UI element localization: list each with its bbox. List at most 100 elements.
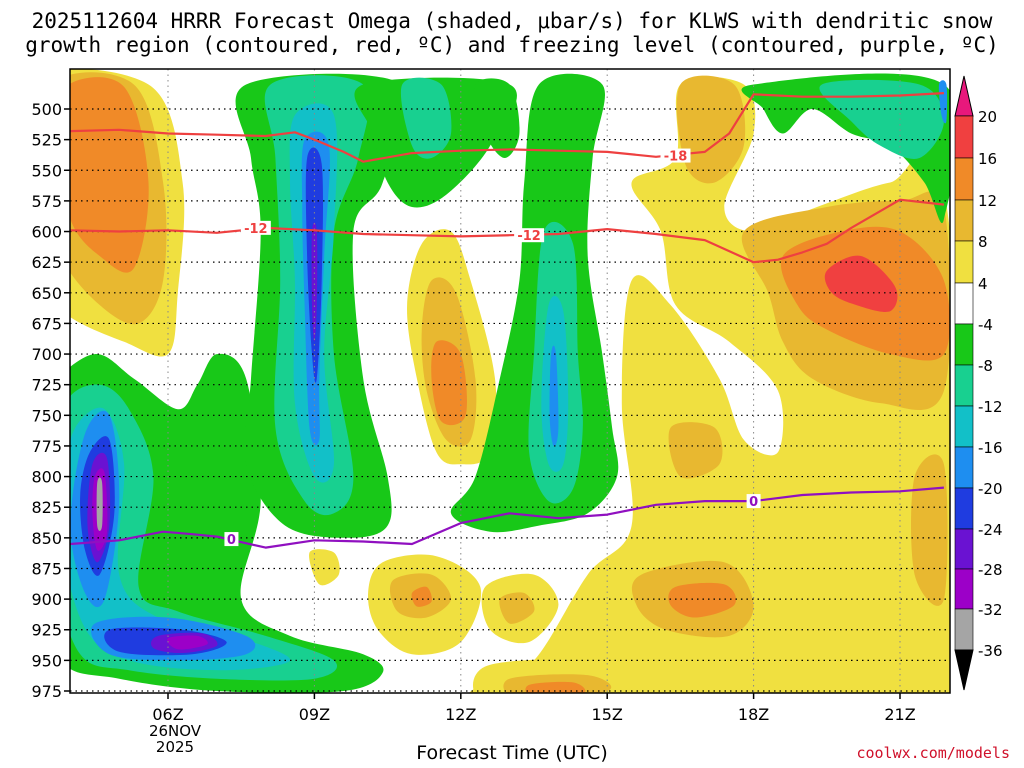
omega-pos-mid-small-8 bbox=[668, 422, 723, 479]
y-tick-label-625: 625 bbox=[31, 253, 62, 272]
y-tick-label-900: 900 bbox=[31, 590, 62, 609]
colorbar-label--32: -32 bbox=[978, 601, 1003, 619]
omega-pos-bottom-12 bbox=[525, 681, 586, 693]
colorbar-label-16: 16 bbox=[978, 150, 997, 168]
omega-neg-left-12 bbox=[70, 407, 291, 671]
y-tick-label-825: 825 bbox=[31, 498, 62, 517]
colorbar-label--24: -24 bbox=[978, 521, 1003, 539]
colorbar-segment bbox=[954, 487, 974, 530]
omega-neg-11z-aloft-8 bbox=[400, 77, 452, 159]
x-axis-title: Forecast Time (UTC) bbox=[416, 742, 608, 764]
colorbar-segment bbox=[954, 240, 974, 284]
y-tick-label-750: 750 bbox=[31, 406, 62, 425]
y-tick-label-600: 600 bbox=[31, 223, 62, 242]
omega-pos-low-mid-12 bbox=[668, 582, 737, 618]
y-tick-label-675: 675 bbox=[31, 314, 62, 333]
colorbar-segment bbox=[954, 282, 974, 325]
x-date-label-year: 2025 bbox=[155, 738, 195, 756]
y-tick-label-850: 850 bbox=[31, 529, 62, 548]
omega-neg-14z-16 bbox=[549, 345, 559, 447]
colorbar-label--4: -4 bbox=[978, 316, 993, 334]
colorbar-segment bbox=[954, 157, 974, 201]
omega-shading bbox=[70, 69, 950, 693]
omega-pos-left-aloft-12 bbox=[70, 77, 149, 273]
colorbar-min-triangle bbox=[954, 649, 974, 691]
chart-title-line-1: 2025112604 HRRR Forecast Omega (shaded, … bbox=[31, 9, 993, 33]
colorbar-segment bbox=[954, 528, 974, 570]
y-tick-label-725: 725 bbox=[31, 376, 62, 395]
y-axis: 500 525 550 575 600 625 650 675 700 725 750 775 800 8… bbox=[31, 100, 70, 701]
y-tick-label-800: 800 bbox=[31, 468, 62, 487]
colorbar-label-8: 8 bbox=[978, 233, 988, 251]
colorbar-label--20: -20 bbox=[978, 480, 1003, 498]
colorbar-label-4: 4 bbox=[978, 275, 988, 293]
y-tick-label-775: 775 bbox=[31, 437, 62, 456]
contour-label--12: -12 bbox=[517, 229, 541, 244]
omega-pos-right-core-16 bbox=[824, 255, 898, 313]
colorbar-segment bbox=[954, 364, 974, 407]
contour-label-bg bbox=[240, 220, 271, 235]
plot-frame bbox=[69, 68, 951, 694]
chart-title-line-2: growth region (contoured, red, ºC) and f… bbox=[25, 33, 999, 57]
contour-0 bbox=[70, 486, 944, 549]
omega-neg-14z-top-4 bbox=[474, 78, 520, 158]
colorbar-segment bbox=[954, 199, 974, 242]
colorbar-max-triangle bbox=[954, 75, 974, 117]
colorbar-segment bbox=[954, 446, 974, 489]
y-tick-label-975: 975 bbox=[31, 682, 62, 701]
omega-neg-right-edge-16 bbox=[938, 80, 948, 124]
y-tick-label-575: 575 bbox=[31, 192, 62, 211]
colorbar-label--28: -28 bbox=[978, 561, 1003, 579]
contour-label-bg bbox=[224, 532, 239, 547]
y-tick-label-500: 500 bbox=[31, 100, 62, 119]
colorbar-label-20: 20 bbox=[978, 108, 997, 126]
y-tick-label-525: 525 bbox=[31, 131, 62, 150]
omega-pos-lower-right-8 bbox=[911, 454, 948, 606]
y-tick-label-875: 875 bbox=[31, 559, 62, 578]
x-tick-label-18Z: 18Z bbox=[738, 705, 769, 724]
colorbar-segment bbox=[954, 115, 974, 159]
omega-pos-center-12 bbox=[431, 340, 467, 426]
omega-neg-left-28b bbox=[167, 635, 208, 650]
omega-pos-right-mid-8 bbox=[676, 75, 746, 184]
x-tick-label-12Z: 12Z bbox=[445, 705, 476, 724]
y-tick-label-925: 925 bbox=[31, 621, 62, 640]
plot-grid bbox=[70, 69, 950, 693]
contour-label--18: -18 bbox=[664, 150, 688, 165]
colorbar-segment bbox=[954, 323, 974, 366]
credit-link[interactable]: coolwx.com/models bbox=[856, 744, 1010, 762]
contour-label-bg bbox=[514, 228, 545, 243]
x-axis: 06Z 09Z 12Z 15Z 18Z 21Z bbox=[152, 693, 916, 724]
colorbar-label--12: -12 bbox=[978, 398, 1003, 416]
y-tick-label-700: 700 bbox=[31, 345, 62, 364]
contour--18 bbox=[70, 92, 944, 163]
x-tick-label-09Z: 09Z bbox=[299, 705, 330, 724]
y-tick-label-550: 550 bbox=[31, 161, 62, 180]
colorbar-segment bbox=[954, 568, 974, 610]
y-tick-label-650: 650 bbox=[31, 284, 62, 303]
x-date-label-day: 26NOV bbox=[148, 722, 202, 740]
isotherm-contours: -18 -12 -12 0 0 bbox=[70, 92, 945, 549]
contour-label-bg bbox=[746, 494, 761, 509]
x-tick-label-06Z: 06Z bbox=[152, 705, 183, 724]
contour-label-0: 0 bbox=[749, 495, 758, 510]
colorbar-segment bbox=[954, 608, 974, 651]
contour-label-0: 0 bbox=[227, 533, 236, 548]
colorbar-label--36: -36 bbox=[978, 642, 1003, 660]
colorbar: 20 16 12 8 4 -4 -8 -12 -16 -20 -24 -28 -32 -36 bbox=[954, 75, 1003, 691]
omega-pos-low-1-12 bbox=[411, 586, 432, 607]
colorbar-label--16: -16 bbox=[978, 439, 1003, 457]
omega-neg-09z-24 bbox=[311, 222, 318, 342]
colorbar-label--8: -8 bbox=[978, 357, 993, 375]
contour-label--12: -12 bbox=[244, 222, 268, 237]
omega-pos-low-2-8 bbox=[499, 592, 535, 624]
omega-pos-low-3-4 bbox=[309, 549, 340, 586]
x-tick-label-15Z: 15Z bbox=[592, 705, 623, 724]
y-tick-label-950: 950 bbox=[31, 651, 62, 670]
x-tick-label-21Z: 21Z bbox=[884, 705, 915, 724]
colorbar-label-12: 12 bbox=[978, 192, 997, 210]
omega-neg-left-32 bbox=[96, 477, 103, 531]
contour-label-bg bbox=[660, 148, 691, 163]
colorbar-segment bbox=[954, 405, 974, 448]
